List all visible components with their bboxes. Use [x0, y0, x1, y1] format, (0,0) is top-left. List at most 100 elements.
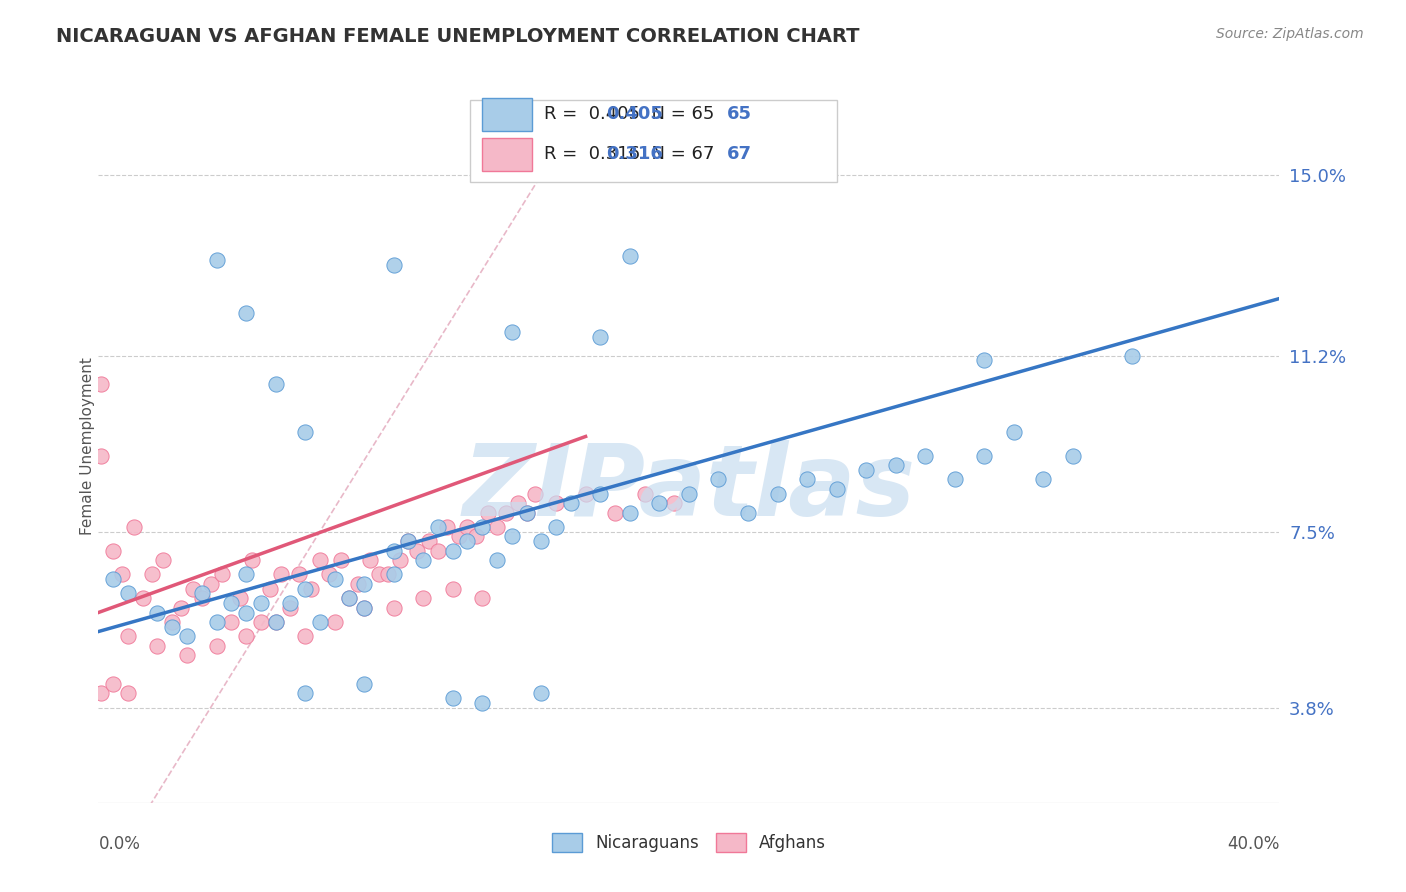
Point — [427, 543, 450, 558]
Point — [707, 472, 730, 486]
Point — [211, 567, 233, 582]
Point — [176, 648, 198, 663]
Point — [205, 639, 228, 653]
Point — [353, 600, 375, 615]
Point — [506, 496, 529, 510]
Point — [377, 567, 399, 582]
Point — [589, 486, 612, 500]
Point — [264, 615, 287, 629]
Text: Source: ZipAtlas.com: Source: ZipAtlas.com — [1216, 27, 1364, 41]
Point — [353, 600, 375, 615]
Point — [560, 496, 582, 510]
Point — [382, 543, 405, 558]
Point — [486, 520, 509, 534]
Point — [309, 553, 332, 567]
Point — [796, 472, 818, 486]
Point — [766, 486, 789, 500]
Point — [884, 458, 907, 472]
Point — [1032, 472, 1054, 486]
Point — [90, 449, 112, 463]
Point — [219, 596, 242, 610]
Point — [544, 496, 567, 510]
Point — [235, 567, 257, 582]
Point — [396, 534, 419, 549]
Point — [382, 600, 405, 615]
Point — [914, 449, 936, 463]
Point — [456, 534, 478, 549]
Point — [117, 629, 139, 643]
Point — [544, 520, 567, 534]
Point — [855, 463, 877, 477]
Text: 0.405: 0.405 — [606, 105, 664, 123]
Point — [382, 567, 405, 582]
Point — [278, 596, 302, 610]
Point — [530, 534, 553, 549]
Point — [477, 506, 499, 520]
Point — [633, 486, 655, 500]
Point — [103, 543, 125, 558]
Point — [141, 567, 163, 582]
Point — [412, 591, 434, 606]
Point — [176, 629, 198, 643]
Point — [162, 615, 183, 629]
Point — [359, 553, 381, 567]
Point — [264, 615, 287, 629]
Point — [205, 615, 228, 629]
Point — [368, 567, 391, 582]
Point — [122, 520, 145, 534]
Point — [200, 577, 222, 591]
Point — [353, 577, 375, 591]
Point — [146, 639, 169, 653]
Text: 65: 65 — [727, 105, 752, 123]
Point — [515, 506, 537, 520]
Point — [181, 582, 204, 596]
Point — [299, 582, 322, 596]
Text: 40.0%: 40.0% — [1227, 835, 1279, 853]
Point — [235, 606, 257, 620]
Point — [589, 329, 612, 343]
Point — [501, 529, 523, 543]
Point — [1121, 349, 1143, 363]
Point — [259, 582, 281, 596]
Point — [250, 596, 273, 610]
Point — [162, 620, 183, 634]
Point — [456, 520, 478, 534]
Point — [117, 586, 139, 600]
Point — [943, 472, 966, 486]
Point — [412, 553, 434, 567]
Point — [619, 249, 641, 263]
Point — [825, 482, 848, 496]
Text: 0.316: 0.316 — [606, 145, 664, 163]
Point — [436, 520, 458, 534]
Point — [486, 553, 509, 567]
Point — [270, 567, 292, 582]
Point — [103, 572, 125, 586]
Point — [441, 582, 464, 596]
Point — [337, 591, 360, 606]
Point — [205, 253, 228, 268]
Point — [264, 377, 287, 392]
Text: R =  0.316  N = 67: R = 0.316 N = 67 — [544, 145, 714, 163]
Point — [146, 606, 169, 620]
Point — [396, 534, 419, 549]
Point — [294, 582, 316, 596]
Point — [323, 615, 346, 629]
Point — [664, 496, 686, 510]
Point — [278, 600, 302, 615]
Point — [447, 529, 470, 543]
Point — [347, 577, 370, 591]
Point — [406, 543, 429, 558]
Point — [465, 529, 488, 543]
Point — [427, 520, 450, 534]
FancyBboxPatch shape — [471, 100, 837, 182]
Text: 67: 67 — [727, 145, 752, 163]
Point — [530, 686, 553, 700]
Point — [648, 496, 671, 510]
Point — [117, 686, 139, 700]
Y-axis label: Female Unemployment: Female Unemployment — [80, 357, 94, 535]
Point — [323, 572, 346, 586]
Point — [288, 567, 311, 582]
Point — [111, 567, 134, 582]
Point — [337, 591, 360, 606]
Point — [250, 615, 273, 629]
